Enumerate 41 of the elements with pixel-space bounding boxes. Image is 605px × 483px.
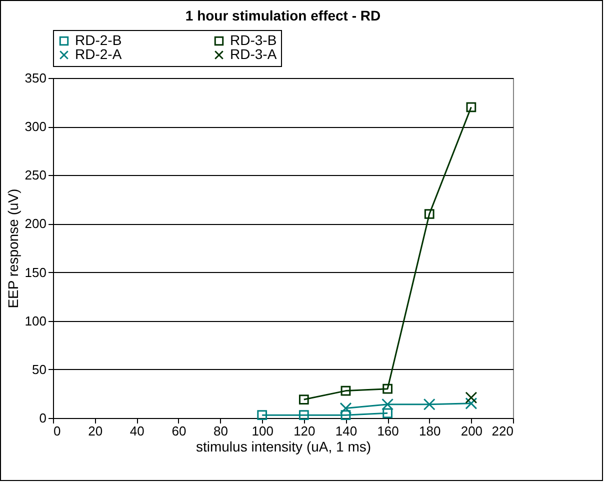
point bbox=[298, 394, 309, 404]
y-tick-label: 250 bbox=[24, 168, 46, 183]
x-tick-label: 20 bbox=[88, 424, 103, 438]
point bbox=[423, 398, 436, 410]
x-tick-label: 160 bbox=[377, 424, 399, 438]
x-tick-label: 100 bbox=[252, 424, 274, 438]
legend-label: RD-2-B bbox=[75, 32, 122, 48]
point bbox=[424, 209, 434, 219]
point bbox=[465, 397, 478, 410]
y-tick-label: 150 bbox=[24, 264, 46, 280]
x-tick-label: 140 bbox=[335, 424, 358, 438]
legend-label: RD-2-A bbox=[75, 46, 122, 62]
x-tick-label: 120 bbox=[294, 424, 316, 438]
y-tick-label: 0 bbox=[39, 410, 46, 426]
x-tick-label: 200 bbox=[460, 424, 483, 438]
legend-label: RD-3-B bbox=[230, 32, 277, 48]
point bbox=[340, 410, 351, 420]
point bbox=[298, 410, 309, 420]
x-tick-label: 0 bbox=[54, 424, 61, 438]
x-tick-label: 220 bbox=[492, 424, 514, 438]
chart-title: 1 hour stimulation effect - RD bbox=[185, 8, 381, 24]
point bbox=[340, 386, 351, 396]
point bbox=[466, 102, 476, 112]
y-tick-label: 50 bbox=[32, 362, 46, 377]
y-tick-label: 200 bbox=[24, 216, 46, 232]
x-tick-label: 40 bbox=[130, 424, 144, 438]
y-tick-label: 100 bbox=[24, 313, 46, 328]
point bbox=[340, 402, 352, 414]
point bbox=[382, 398, 394, 410]
legend-label: RD-3-A bbox=[230, 46, 278, 62]
point bbox=[465, 392, 478, 404]
y-tick-label: 350 bbox=[24, 70, 46, 86]
point bbox=[382, 408, 392, 418]
x-tick-label: 180 bbox=[419, 424, 441, 438]
x-axis-title: stimulus intensity (uA, 1 ms) bbox=[196, 438, 372, 454]
point bbox=[257, 410, 268, 420]
point bbox=[382, 384, 392, 394]
x-tick-label: 80 bbox=[214, 424, 228, 438]
x-tick-label: 60 bbox=[172, 424, 186, 438]
y-tick-label: 300 bbox=[24, 119, 46, 134]
y-axis-title: EEP response (uV) bbox=[4, 188, 21, 308]
